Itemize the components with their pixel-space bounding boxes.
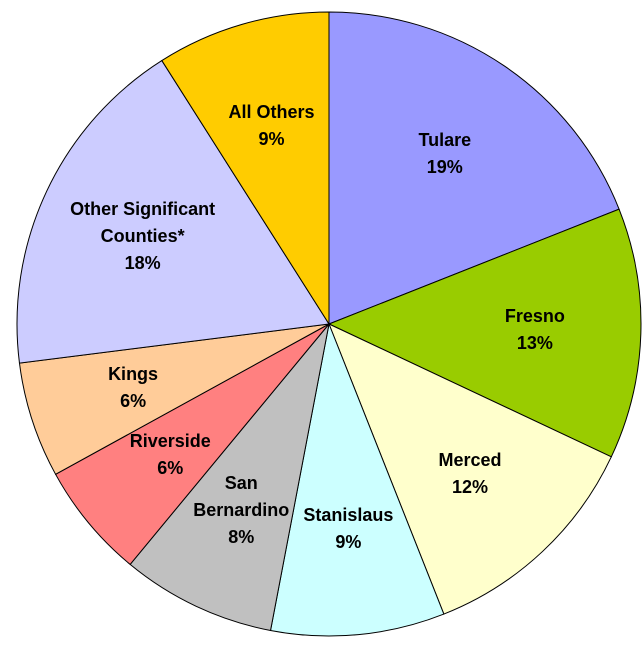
slice-label: Fresno 13% <box>435 270 635 390</box>
slice-label-box: All Others 9% <box>172 66 372 186</box>
value-label: 19% <box>426 156 463 177</box>
value-label: 6% <box>157 458 184 479</box>
value-label: 12% <box>452 477 489 498</box>
pie-slice <box>269 322 445 637</box>
pie-slice <box>129 323 330 632</box>
value-label: 18% <box>124 252 161 273</box>
slice-label-box: Merced 12% <box>370 414 570 534</box>
value-label: 9% <box>258 129 285 150</box>
category-label: Merced <box>438 450 502 471</box>
value-label: 8% <box>228 526 255 547</box>
category-label: San Bernardino <box>193 472 290 520</box>
slice-label: San Bernardino 8% <box>141 450 341 570</box>
slice-label: Merced 12% <box>370 414 570 534</box>
slice-label-box: Fresno 13% <box>435 270 635 390</box>
slice-label: Other Significant Counties* 18% <box>43 176 243 296</box>
slice-label: Tulare 19% <box>345 94 545 214</box>
slice-label-box: Riverside 6% <box>70 395 270 515</box>
category-label: Other Significant Counties* <box>70 198 216 246</box>
slice-label: Kings 6% <box>33 328 233 448</box>
pie-slice <box>327 208 642 458</box>
slice-label-box: Tulare 19% <box>345 94 545 214</box>
slice-label: Stanislaus 9% <box>248 469 448 589</box>
slice-label: Riverside 6% <box>70 395 270 515</box>
category-label: Kings <box>108 363 159 384</box>
value-label: 13% <box>516 333 553 354</box>
category-label: Stanislaus <box>303 505 394 526</box>
category-label: All Others <box>228 102 315 123</box>
pie-slice <box>328 323 612 615</box>
pie-slice <box>328 11 620 325</box>
slice-label-box: Kings 6% <box>33 328 233 448</box>
value-label: 9% <box>335 532 362 553</box>
value-label: 6% <box>120 390 147 411</box>
pie-slice <box>161 11 330 326</box>
slice-label-box: Other Significant Counties* 18% <box>43 176 243 296</box>
slice-label-box: Stanislaus 9% <box>248 469 448 589</box>
category-label: Tulare <box>418 129 472 150</box>
slice-label-box: San Bernardino 8% <box>141 450 341 570</box>
pie-slice <box>16 59 330 364</box>
slice-label: All Others 9% <box>172 66 372 186</box>
category-label: Riverside <box>129 431 211 452</box>
category-label: Fresno <box>504 306 565 327</box>
